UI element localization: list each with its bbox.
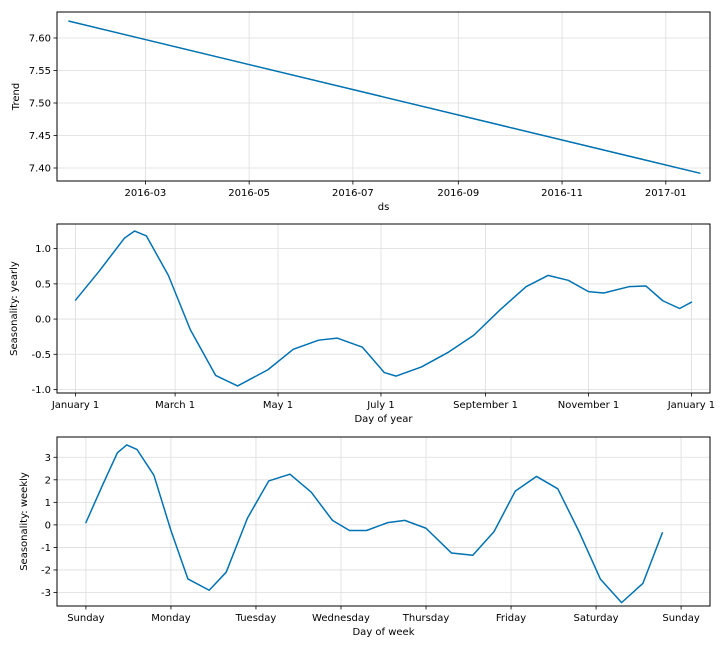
y-tick-label: 7.50 <box>29 99 51 110</box>
y-tick-label: -1.0 <box>31 385 51 396</box>
y-tick-label: 3 <box>45 453 51 464</box>
x-tick-label: January 1 <box>51 400 99 411</box>
plot-frame <box>56 11 711 182</box>
y-tick-label: -3 <box>41 588 51 599</box>
y-tick-label: 0 <box>45 520 51 531</box>
x-tick-label: Friday <box>496 613 526 624</box>
x-tick-label: November 1 <box>558 400 620 411</box>
x-axis-label: ds <box>378 202 390 213</box>
x-tick-label: March 1 <box>155 400 195 411</box>
y-tick-label: -2 <box>41 565 51 576</box>
x-tick-label: September 1 <box>453 400 518 411</box>
y-tick-label: 2 <box>45 475 51 486</box>
x-tick-label: Thursday <box>402 613 450 624</box>
plot-frame <box>56 223 711 394</box>
x-tick-label: 2016-03 <box>125 188 167 199</box>
y-tick-label: 7.45 <box>29 131 51 142</box>
x-tick-label: Sunday <box>662 613 699 624</box>
chart-panel-1: 2016-03 2016-05 2016-07 2016-09 2016-11 2017-… <box>11 11 711 213</box>
chart-panel-2: January 1 March 1 May 1 July 1 September 1 No… <box>9 223 715 425</box>
x-tick-label: 2016-09 <box>437 188 479 199</box>
x-tick-label: July 1 <box>366 400 395 411</box>
series-line-1 <box>74 230 693 387</box>
series-line-1 <box>68 20 701 174</box>
y-axis-label: Seasonality: yearly <box>9 261 20 356</box>
y-tick-label: -1 <box>41 543 51 554</box>
x-tick-label: Wednesday <box>312 613 370 624</box>
x-axis-label: Day of week <box>352 627 414 638</box>
x-tick-label: Saturday <box>574 613 619 624</box>
x-tick-label: 2017-01 <box>645 188 687 199</box>
plot-frame <box>56 436 711 607</box>
x-tick-label: January 1 <box>667 400 715 411</box>
y-tick-label: 7.40 <box>29 164 51 175</box>
x-tick-label: 2016-11 <box>541 188 583 199</box>
x-tick-label: Tuesday <box>235 613 277 624</box>
y-tick-label: 0.5 <box>35 279 51 290</box>
x-tick-label: 2016-07 <box>332 188 374 199</box>
x-tick-label: May 1 <box>263 400 293 411</box>
y-axis-label: Trend <box>11 83 22 111</box>
series-line-1 <box>85 444 664 604</box>
y-tick-label: 7.55 <box>29 66 51 77</box>
y-tick-label: -0.5 <box>31 350 51 361</box>
y-tick-label: 7.60 <box>29 34 51 45</box>
x-tick-label: Monday <box>151 613 191 624</box>
y-tick-label: 1.0 <box>35 244 51 255</box>
y-tick-label: 1 <box>45 498 51 509</box>
y-tick-label: 0.0 <box>35 315 51 326</box>
x-axis-label: Day of year <box>354 414 413 425</box>
y-axis-label: Seasonality: weekly <box>19 472 30 571</box>
x-tick-label: Sunday <box>67 613 104 624</box>
x-tick-label: 2016-05 <box>228 188 270 199</box>
chart-panel-3: Sunday Monday Tuesday Wednesday Thursday Frid… <box>19 436 711 638</box>
